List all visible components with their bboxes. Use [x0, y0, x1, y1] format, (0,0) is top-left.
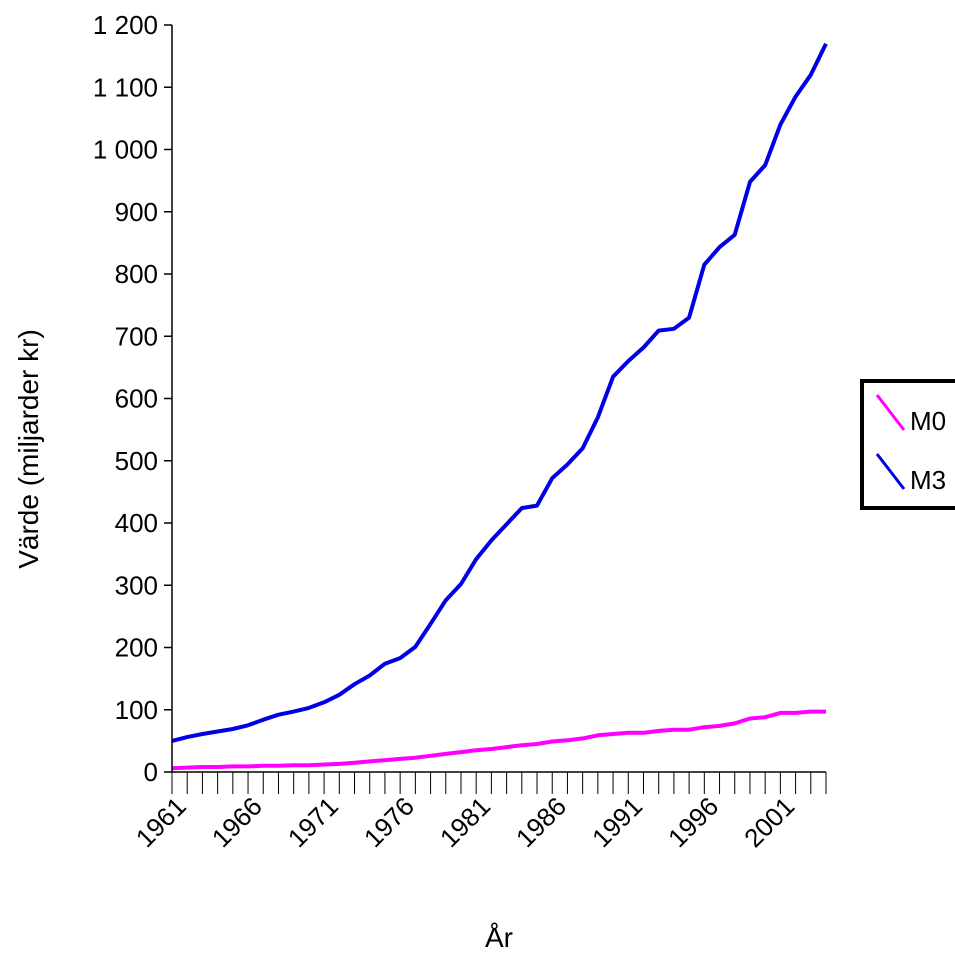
y-tick-label: 1 100	[93, 72, 158, 102]
x-axis-title: År	[485, 922, 513, 953]
x-tick-label: 1961	[130, 791, 192, 853]
y-tick-label: 1 000	[93, 135, 158, 165]
y-axis-title: Värde (miljarder kr)	[13, 329, 44, 569]
y-tick-label: 900	[115, 197, 158, 227]
legend-label-m0: M0	[910, 406, 946, 436]
x-tick-label: 1971	[282, 791, 344, 853]
series-line-m0	[171, 709, 826, 771]
y-tick-label: 700	[115, 321, 158, 351]
x-tick-label: 1976	[358, 791, 420, 853]
series-line-m3	[171, 42, 828, 743]
legend: M0 M3	[860, 379, 955, 510]
y-tick-label: 200	[115, 633, 158, 663]
y-tick-label: 500	[115, 446, 158, 476]
y-tick-label: 600	[115, 384, 158, 414]
x-tick-label: 1996	[662, 791, 724, 853]
x-tick-label: 1981	[434, 791, 496, 853]
y-tick-label: 300	[115, 570, 158, 600]
legend-swatch-m0	[875, 394, 906, 431]
legend-label-m3: M3	[910, 465, 946, 495]
x-tick-label: 2001	[738, 791, 800, 853]
x-tick-label: 1986	[510, 791, 572, 853]
y-tick-label: 100	[115, 695, 158, 725]
legend-swatch-m3	[875, 453, 906, 490]
y-tick-label: 0	[144, 757, 158, 787]
y-tick-label: 800	[115, 259, 158, 289]
y-tick-label: 1 200	[93, 10, 158, 40]
legend-box	[860, 379, 955, 510]
x-tick-label: 1991	[586, 791, 648, 853]
y-tick-label: 400	[115, 508, 158, 538]
x-tick-label: 1966	[206, 791, 268, 853]
